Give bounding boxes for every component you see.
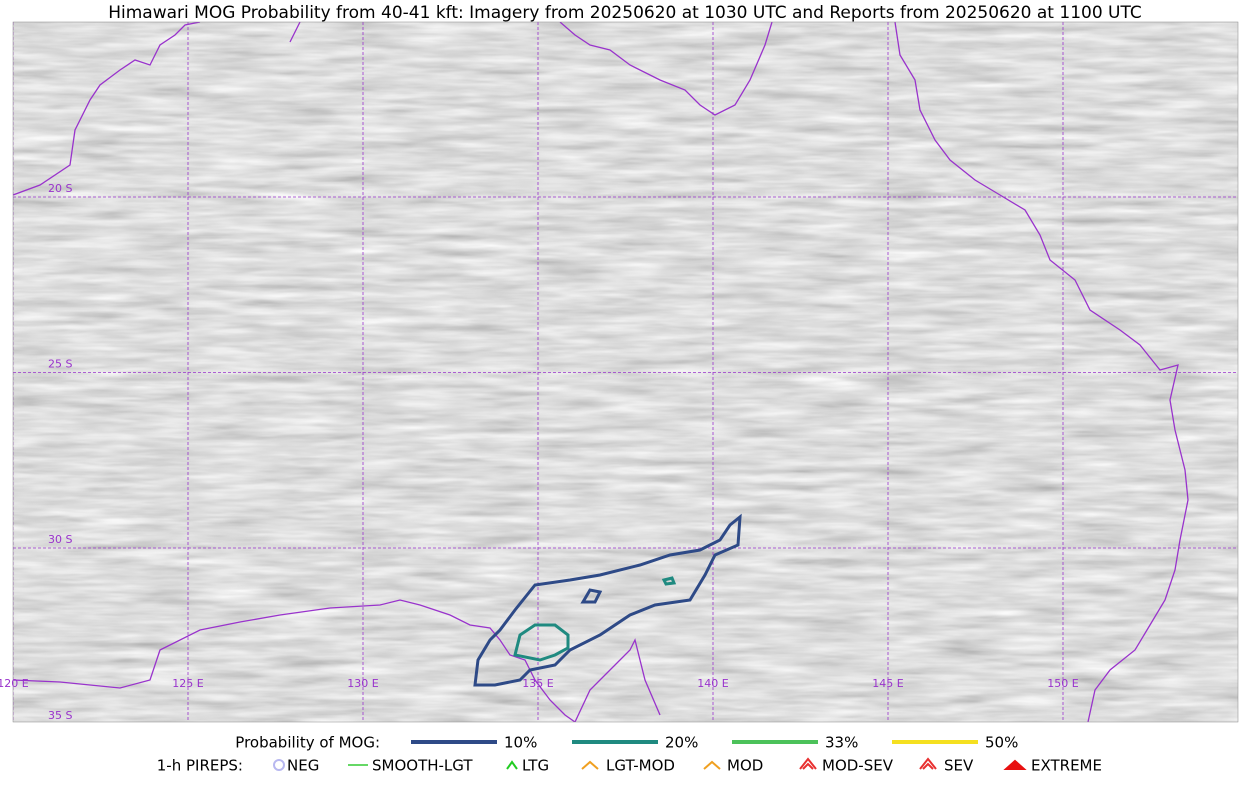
- legend-item: MOD-SEV: [822, 757, 894, 775]
- lat-label: 30 S: [48, 533, 72, 546]
- map: [13, 22, 1238, 722]
- mog-contours: [473, 513, 742, 687]
- legend-label: 1-h PIREPS:: [157, 757, 243, 775]
- lon-label: 125 E: [172, 677, 203, 690]
- lon-label: 130 E: [347, 677, 378, 690]
- title: Himawari MOG Probability from 40-41 kft:…: [108, 3, 1142, 23]
- legend-item: 33%: [825, 734, 858, 752]
- legend: Probability of MOG: 10% 20% 33% 50% 1-h PIREP…: [157, 734, 1102, 775]
- pirep-icon: [273, 759, 285, 771]
- legend-item: LTG: [522, 757, 549, 775]
- legend-item: 50%: [985, 734, 1018, 752]
- legend-item: 10%: [504, 734, 537, 752]
- satellite-imagery: [13, 22, 1238, 722]
- lon-label: 145 E: [872, 677, 903, 690]
- map-frame: [12, 21, 1239, 723]
- pirep-icon: [799, 757, 817, 770]
- legend-item: SMOOTH-LGT: [372, 757, 473, 775]
- legend-item: SEV: [944, 757, 974, 775]
- lat-label: 35 S: [48, 709, 72, 722]
- pirep-icon: [919, 757, 937, 770]
- legend-item: LGT-MOD: [606, 757, 675, 775]
- lon-label: 120 E: [0, 677, 29, 690]
- legend-item: EXTREME: [1031, 757, 1102, 775]
- lat-label: 25 S: [48, 358, 72, 371]
- legend-item: 20%: [665, 734, 698, 752]
- graticule: [13, 22, 1238, 722]
- pirep-icon: [703, 760, 721, 770]
- pirep-icon: [506, 760, 518, 770]
- lon-label: 135 E: [522, 677, 553, 690]
- pirep-icon: [581, 760, 599, 770]
- lon-label: 150 E: [1047, 677, 1078, 690]
- pirep-icon: [1003, 759, 1027, 770]
- legend-item: MOD: [727, 757, 763, 775]
- lat-label: 20 S: [48, 182, 72, 195]
- legend-label: Probability of MOG:: [235, 734, 380, 752]
- lon-label: 140 E: [697, 677, 728, 690]
- legend-item: NEG: [287, 757, 319, 775]
